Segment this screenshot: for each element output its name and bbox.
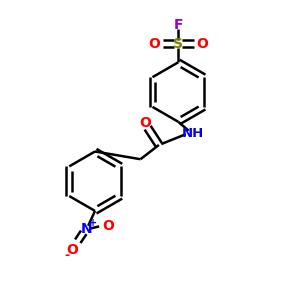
Text: O: O	[197, 37, 208, 51]
Text: O: O	[148, 37, 160, 51]
Text: -: -	[64, 249, 69, 262]
Text: S: S	[173, 37, 183, 51]
Text: O: O	[102, 219, 114, 233]
Text: N: N	[81, 222, 92, 236]
Text: +: +	[89, 218, 97, 228]
Text: O: O	[139, 116, 151, 130]
Text: O: O	[66, 243, 78, 257]
Text: NH: NH	[182, 127, 204, 140]
Text: F: F	[173, 19, 183, 32]
